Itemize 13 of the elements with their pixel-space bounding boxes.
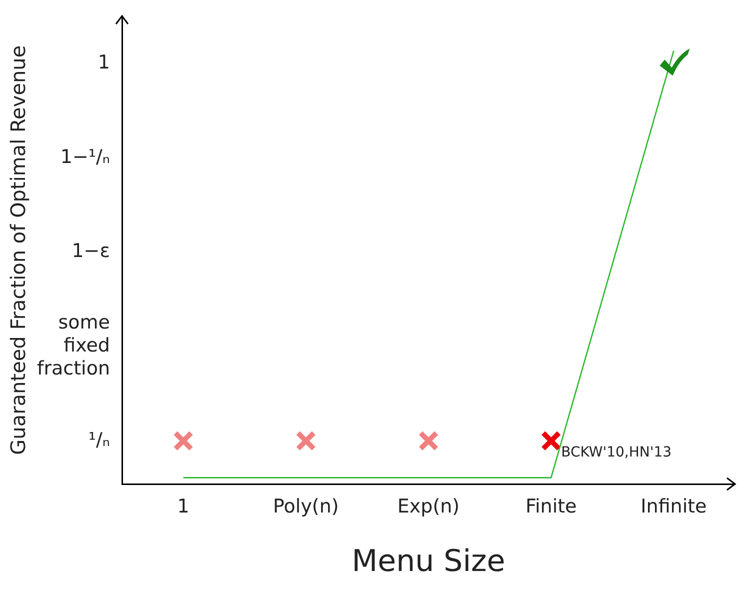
- x-tick-label: Exp(n): [397, 496, 460, 518]
- annotation: BCKW'10,HN'13: [561, 444, 672, 460]
- text: some fixed fraction: [37, 311, 110, 380]
- text: ¹/ₙ: [88, 428, 110, 451]
- x-tick-label: Finite: [525, 496, 577, 518]
- y-axis-title: Guaranteed Fraction of Optimal Revenue: [6, 45, 30, 455]
- x-tick-label: Poly(n): [273, 496, 339, 518]
- text: 1: [98, 52, 110, 74]
- x-tick-label: 1: [177, 496, 190, 518]
- text: 1−ε: [72, 240, 110, 262]
- x-tick-label: Infinite: [640, 496, 707, 518]
- text: 1−¹/ₙ: [60, 146, 110, 168]
- x-axis-title: Menu Size: [352, 544, 506, 579]
